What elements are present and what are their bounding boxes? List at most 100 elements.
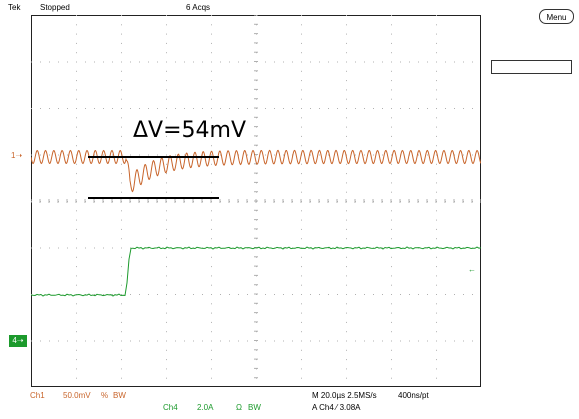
grid-dot (391, 377, 392, 379)
grid-dot (175, 61, 176, 63)
grid-dot (346, 24, 347, 26)
grid-dot (436, 210, 437, 212)
grid-dot (301, 191, 302, 193)
grid-dot (121, 275, 122, 277)
trigger-level-icon[interactable]: ← (468, 265, 476, 274)
grid-dot (319, 154, 320, 156)
grid-dot (346, 219, 347, 221)
grid-dot (193, 61, 194, 63)
grid-dot (211, 321, 212, 323)
grid-dot (391, 303, 392, 305)
grid-dot (211, 266, 212, 268)
grid-dot (211, 98, 212, 100)
grid-dot (400, 61, 401, 63)
grid-dot (184, 61, 185, 63)
grid-dot (130, 108, 131, 109)
grid-dot (94, 108, 95, 109)
grid-dot (301, 284, 302, 286)
grid-dot (121, 80, 122, 82)
grid-dot (121, 42, 122, 44)
grid-dot (112, 340, 113, 342)
grid-dot (121, 89, 122, 91)
grid-dot (301, 349, 302, 351)
grid-dot (76, 145, 77, 147)
ch1-marker-label: 1 (11, 151, 16, 160)
grid-dot (391, 61, 392, 63)
grid-dot (391, 42, 392, 44)
grid-dot (454, 108, 455, 109)
grid-dot (148, 294, 149, 295)
grid-dot (130, 247, 131, 249)
grid-dot (211, 377, 212, 379)
grid-dot (346, 70, 347, 72)
grid-dot (211, 275, 212, 277)
grid-dot (247, 294, 248, 295)
grid-dot (400, 108, 401, 109)
grid-dot (67, 247, 68, 249)
grid-dot (121, 135, 122, 137)
grid-dot (157, 108, 158, 109)
grid-dot (436, 191, 437, 193)
grid-dot (94, 340, 95, 342)
grid-dot (346, 154, 347, 156)
grid-dot (391, 228, 392, 230)
grid-dot (301, 24, 302, 26)
grid-dot (166, 238, 167, 240)
grid-dot (94, 294, 95, 295)
ch1-marker[interactable]: 1➝ (11, 151, 22, 161)
grid-dot (301, 266, 302, 268)
grid-dot (67, 154, 68, 156)
grid-dot (346, 238, 347, 240)
grid-dot (67, 61, 68, 63)
grid-dot (76, 191, 77, 193)
grid-dot (436, 117, 437, 119)
grid-dot (346, 52, 347, 54)
ch4-marker[interactable]: 4➝ (9, 335, 27, 347)
grid-dot (76, 359, 77, 361)
arrow-right-icon: ➝ (16, 336, 24, 345)
grid-dot (418, 154, 419, 156)
menu-button[interactable]: Menu (539, 9, 574, 24)
grid-dot (121, 228, 122, 230)
grid-dot (391, 24, 392, 26)
grid-dot (427, 154, 428, 156)
grid-dot (76, 98, 77, 100)
grid-dot (346, 42, 347, 44)
grid-dot (94, 61, 95, 63)
grid-dot (130, 61, 131, 63)
grid-dot (211, 24, 212, 26)
grid-dot (436, 135, 437, 137)
grid-dot (211, 61, 212, 63)
grid-dot (436, 312, 437, 314)
grid-dot (76, 24, 77, 26)
grid-dot (166, 15, 167, 16)
graticule-center-ticks (31, 15, 481, 379)
grid-dot (301, 126, 302, 128)
grid-dot (418, 294, 419, 295)
grid-dot (211, 219, 212, 221)
grid-dot (346, 210, 347, 212)
grid-dot (265, 294, 266, 295)
grid-dot (328, 247, 329, 249)
grid-dot (166, 303, 167, 305)
grid-dot (121, 359, 122, 361)
grid-dot (211, 52, 212, 54)
ch1-waveform (31, 149, 481, 193)
grid-dot (121, 266, 122, 268)
grid-dot (175, 340, 176, 342)
grid-dot (382, 294, 383, 295)
grid-dot (76, 377, 77, 379)
grid-dot (427, 340, 428, 342)
grid-dot (472, 154, 473, 156)
grid-dot (85, 247, 86, 249)
grid-dot (436, 266, 437, 268)
grid-dot (121, 145, 122, 147)
grid-dot (166, 52, 167, 54)
grid-dot (355, 340, 356, 342)
arrow-right-icon: ➝ (15, 151, 23, 160)
grid-dot (166, 312, 167, 314)
grid-dot (121, 210, 122, 212)
grid-dot (76, 247, 77, 249)
grid-dot (238, 61, 239, 63)
grid-dot (211, 210, 212, 212)
